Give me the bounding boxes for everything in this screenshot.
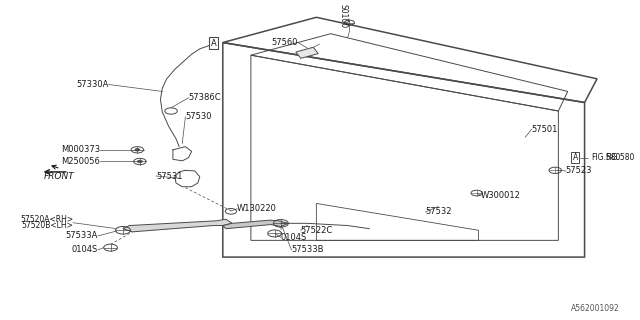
Text: 57522C: 57522C [301, 226, 333, 235]
Text: M250056: M250056 [61, 157, 100, 166]
Text: 57531: 57531 [156, 172, 182, 180]
Text: A562001092: A562001092 [572, 304, 620, 313]
Text: A: A [573, 153, 578, 162]
Polygon shape [223, 220, 288, 229]
Text: FIG.580: FIG.580 [591, 153, 620, 162]
Text: 57501: 57501 [532, 125, 558, 134]
Polygon shape [296, 47, 318, 58]
Text: 57520B<LH>: 57520B<LH> [21, 221, 73, 230]
Text: 57533A: 57533A [66, 231, 98, 240]
Text: 0104S: 0104S [281, 233, 307, 242]
Text: 57523: 57523 [566, 166, 593, 175]
Text: 57532: 57532 [426, 207, 452, 216]
Text: 57533B: 57533B [291, 245, 324, 254]
Text: W130220: W130220 [237, 204, 277, 213]
Text: S0100: S0100 [339, 4, 348, 28]
Text: 0104S: 0104S [72, 245, 98, 254]
Text: FRONT: FRONT [44, 172, 74, 181]
Text: W300012: W300012 [481, 191, 520, 200]
Circle shape [135, 148, 140, 151]
Circle shape [138, 160, 142, 163]
Text: A: A [211, 39, 216, 48]
Text: M000373: M000373 [61, 145, 100, 154]
Text: 57530: 57530 [186, 112, 212, 121]
Text: 57520A<RH>: 57520A<RH> [20, 215, 73, 224]
Text: 57386C: 57386C [189, 93, 221, 102]
Text: FIG.580: FIG.580 [605, 153, 634, 162]
Text: 57560: 57560 [271, 38, 298, 47]
Text: 57330A: 57330A [76, 80, 109, 89]
Polygon shape [123, 219, 232, 232]
